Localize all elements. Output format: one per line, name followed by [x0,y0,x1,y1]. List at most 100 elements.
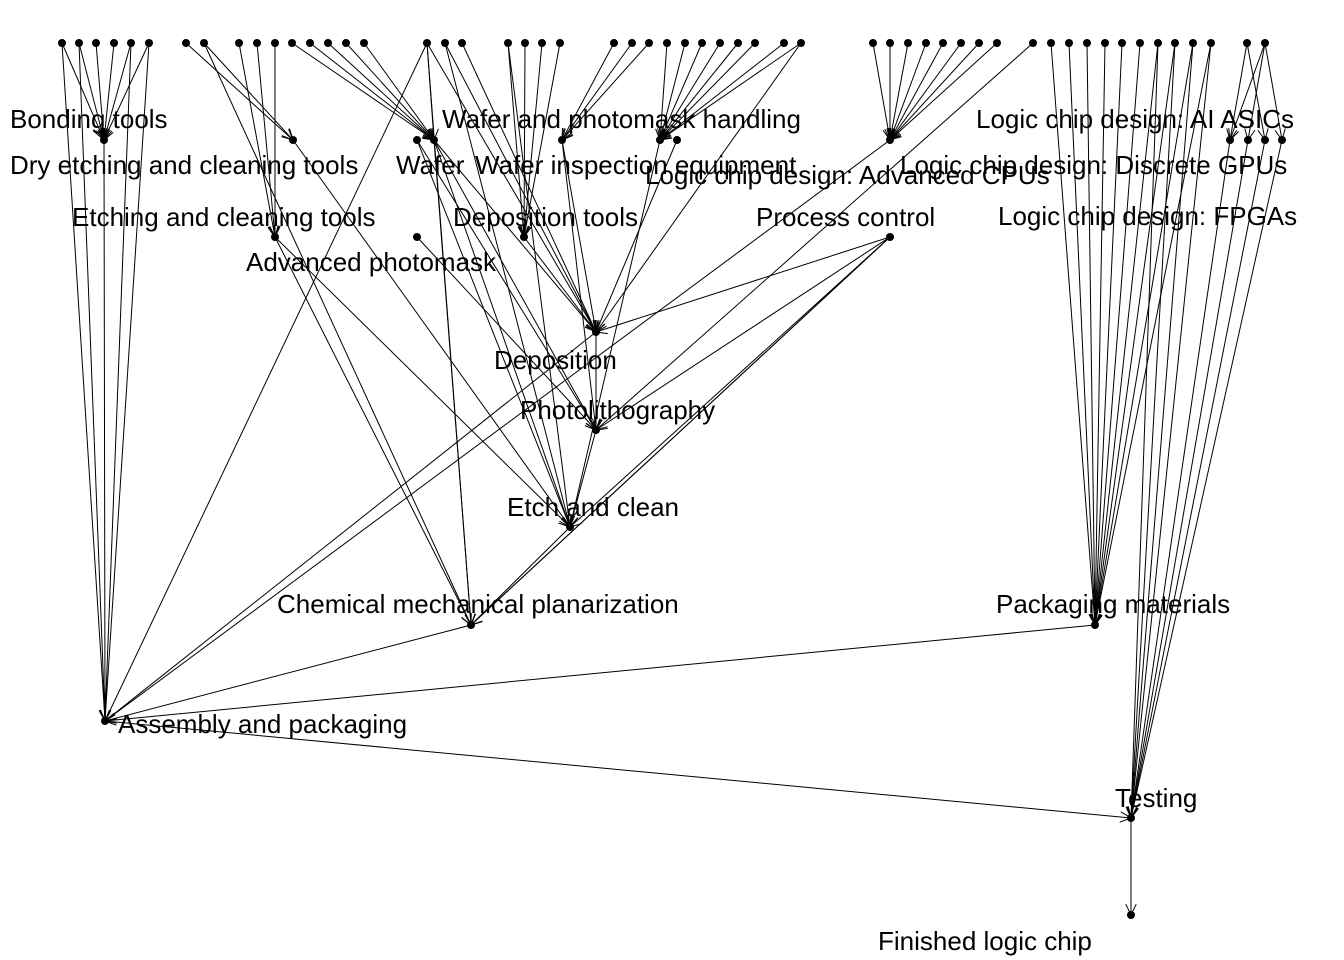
leaf-node [610,39,618,47]
leaf-node [716,39,724,47]
node-label-photolithography: Photolithography [520,395,715,425]
node-label-cmp: Chemical mechanical planarization [277,589,679,619]
node-wafer [430,136,438,144]
leaf-node [182,39,190,47]
edge-handling-etch [566,139,661,529]
leaf-node [1136,39,1144,47]
node-label-etch-clean: Etch and clean [507,492,679,522]
node-label-advanced-photomask: Advanced photomask [246,247,497,277]
node-lcd-fpga [1261,136,1269,144]
leaf-node [423,39,431,47]
node-label-wafer: Wafer [396,150,465,180]
leaf-node [869,39,877,47]
leaf-node [1207,39,1215,47]
edge-wafer_handling-photolithography [561,139,601,432]
leaf-node [975,39,983,47]
leaf-node [797,39,805,47]
leaf-node [110,39,118,47]
graph-edges [61,42,1286,917]
leaf-edge [444,42,597,334]
node-deposition [592,328,600,336]
node-label-wafer-inspection: Wafer inspection equipment [475,150,797,180]
node-adv-photomask [413,233,421,241]
leaf-node [458,39,466,47]
node-label-deposition: Deposition [494,345,617,375]
node-process-control [886,233,894,241]
leaf-node [1261,39,1269,47]
node-lcd-ai [1226,136,1234,144]
leaf-node [698,39,706,47]
leaf-node [441,39,449,47]
leaf-node [306,39,314,47]
node-wafer-handling-b [656,136,664,144]
node-dry-etch-tools [289,136,297,144]
leaf-node [1243,39,1251,47]
edge-etch_tools-cmp [274,236,472,627]
leaf-node [1029,39,1037,47]
leaf-node [1047,39,1055,47]
node-label-bonding-tools: Bonding tools [10,104,168,134]
leaf-node [200,39,208,47]
leaf-node [145,39,153,47]
leaf-edge [889,42,962,141]
leaf-node [681,39,689,47]
leaf-node [780,39,788,47]
leaf-node [734,39,742,47]
leaf-node [1101,39,1109,47]
leaf-node [342,39,350,47]
node-label-testing: Testing [1115,783,1197,813]
leaf-node [886,39,894,47]
leaf-node [324,39,332,47]
node-ai-extra [1278,136,1286,144]
node-label-wafer-handling: Wafer and photomask handling [442,104,801,134]
leaf-edge [426,42,439,142]
node-label-lcd-cpu: Logic chip design: Advanced CPUs [645,160,1050,190]
leaf-node [253,39,261,47]
node-label-packaging-materials: Packaging materials [996,589,1230,619]
leaf-node [235,39,243,47]
edge-etch_tools-etch_clean [274,236,571,528]
leaf-node [1083,39,1091,47]
node-lcd-gpu [1244,136,1252,144]
node-etch-tools [271,233,279,241]
leaf-edge [309,42,435,141]
edge-deposition-assembly [104,331,597,722]
node-label-finished: Finished logic chip [878,926,1092,956]
node-label-lcd-ai: Logic chip design: AI ASICs [976,104,1294,134]
graph-nodes [58,39,1286,919]
leaf-node [360,39,368,47]
node-wafer-inspection [413,136,421,144]
leaf-node [628,39,636,47]
edge-wafer-etch_clean [433,139,572,529]
edge-dry-etch-etch [292,139,571,528]
leaf-edge [185,42,294,141]
leaf-node [645,39,653,47]
edge-testing-finished [1125,818,1137,917]
leaf-node [939,39,947,47]
node-etch-clean [566,523,574,531]
node-cmp [467,621,475,629]
leaf-edge [100,42,150,723]
node-packaging-materials [1091,621,1099,629]
node-deposition-tools [520,233,528,241]
leaf-node [288,39,296,47]
leaf-node [538,39,546,47]
node-wafer-handling-c [673,136,681,144]
leaf-edge [888,42,927,142]
leaf-edge [61,42,110,723]
leaf-edge [595,42,1034,431]
node-label-etching-tools: Etching and cleaning tools [72,202,376,232]
leaf-node [993,39,1001,47]
leaf-node [92,39,100,47]
edge-deposition_tools-deposition [523,236,597,333]
edge-wafer_inspection-etch_clean [416,139,572,529]
node-label-deposition-tools: Deposition tools [453,202,638,232]
leaf-node [556,39,564,47]
node-testing [1127,814,1135,822]
leaf-node [504,39,512,47]
leaf-node [922,39,930,47]
node-assembly [101,717,109,725]
leaf-edge [363,42,435,141]
node-finished [1127,911,1135,919]
